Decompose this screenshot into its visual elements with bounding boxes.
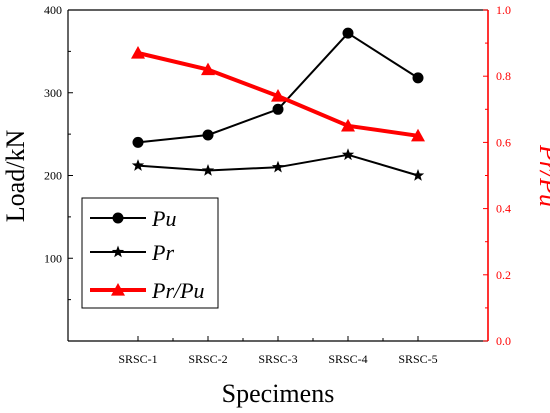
left-y-tick-label: 400 (44, 3, 62, 17)
legend: Pu Pr Pr/Pu (81, 197, 219, 309)
data-point-pu (272, 103, 284, 115)
legend-label-pr: Pr (151, 240, 174, 265)
data-point-pr-pu (271, 89, 285, 102)
data-point-pr (271, 160, 285, 173)
x-axis-title: Specimens (222, 379, 335, 408)
data-point-pu (132, 136, 144, 148)
right-y-tick-label: 0.4 (496, 202, 511, 216)
data-point-pr-pu (131, 46, 145, 59)
data-point-pr (131, 159, 145, 171)
data-point-pr (341, 148, 355, 161)
axes (67, 9, 489, 342)
right-y-tick-label: 0.2 (496, 268, 511, 282)
legend-label-pr-pu: Pr/Pu (151, 278, 205, 303)
legend-marker-pu (112, 212, 124, 224)
legend-label-pu: Pu (151, 206, 176, 231)
data-point-pr (201, 164, 215, 176)
left-y-tick-label: 100 (44, 251, 62, 265)
x-tick-label: SRSC-4 (328, 352, 367, 366)
data-point-pu (412, 72, 424, 84)
data-point-pu (342, 27, 354, 39)
legend-marker-pr-pu (111, 283, 125, 296)
left-y-tick-label: 200 (44, 169, 62, 183)
right-y-tick-label: 1.0 (496, 3, 511, 17)
data-point-pr (411, 169, 425, 181)
data-point-pr-pu (411, 128, 425, 142)
series-layer (131, 27, 425, 181)
tick-labels: 100 200 300 400 0.0 0.2 0.4 0.6 0.8 1.0 SRSC-1 SRSC… (44, 3, 511, 366)
series-line-pu (137, 32, 419, 144)
data-point-pu (202, 129, 214, 141)
data-point-pr-pu (341, 118, 355, 132)
x-tick-label: SRSC-5 (398, 352, 437, 366)
right-y-tick-label: 0.6 (496, 135, 511, 149)
legend-marker-pr (111, 245, 125, 258)
y-axis-title: Load/kN (1, 130, 30, 223)
left-y-tick-label: 300 (44, 86, 62, 100)
x-tick-label: SRSC-2 (188, 352, 227, 366)
x-tick-label: SRSC-1 (118, 352, 157, 366)
right-y-tick-label: 0.0 (496, 334, 511, 348)
x-tick-label: SRSC-3 (258, 352, 297, 366)
right-y-tick-label: 0.8 (496, 69, 511, 83)
data-point-pr-pu (201, 62, 215, 76)
right-y-axis-title: Pr/Pu (534, 144, 550, 207)
